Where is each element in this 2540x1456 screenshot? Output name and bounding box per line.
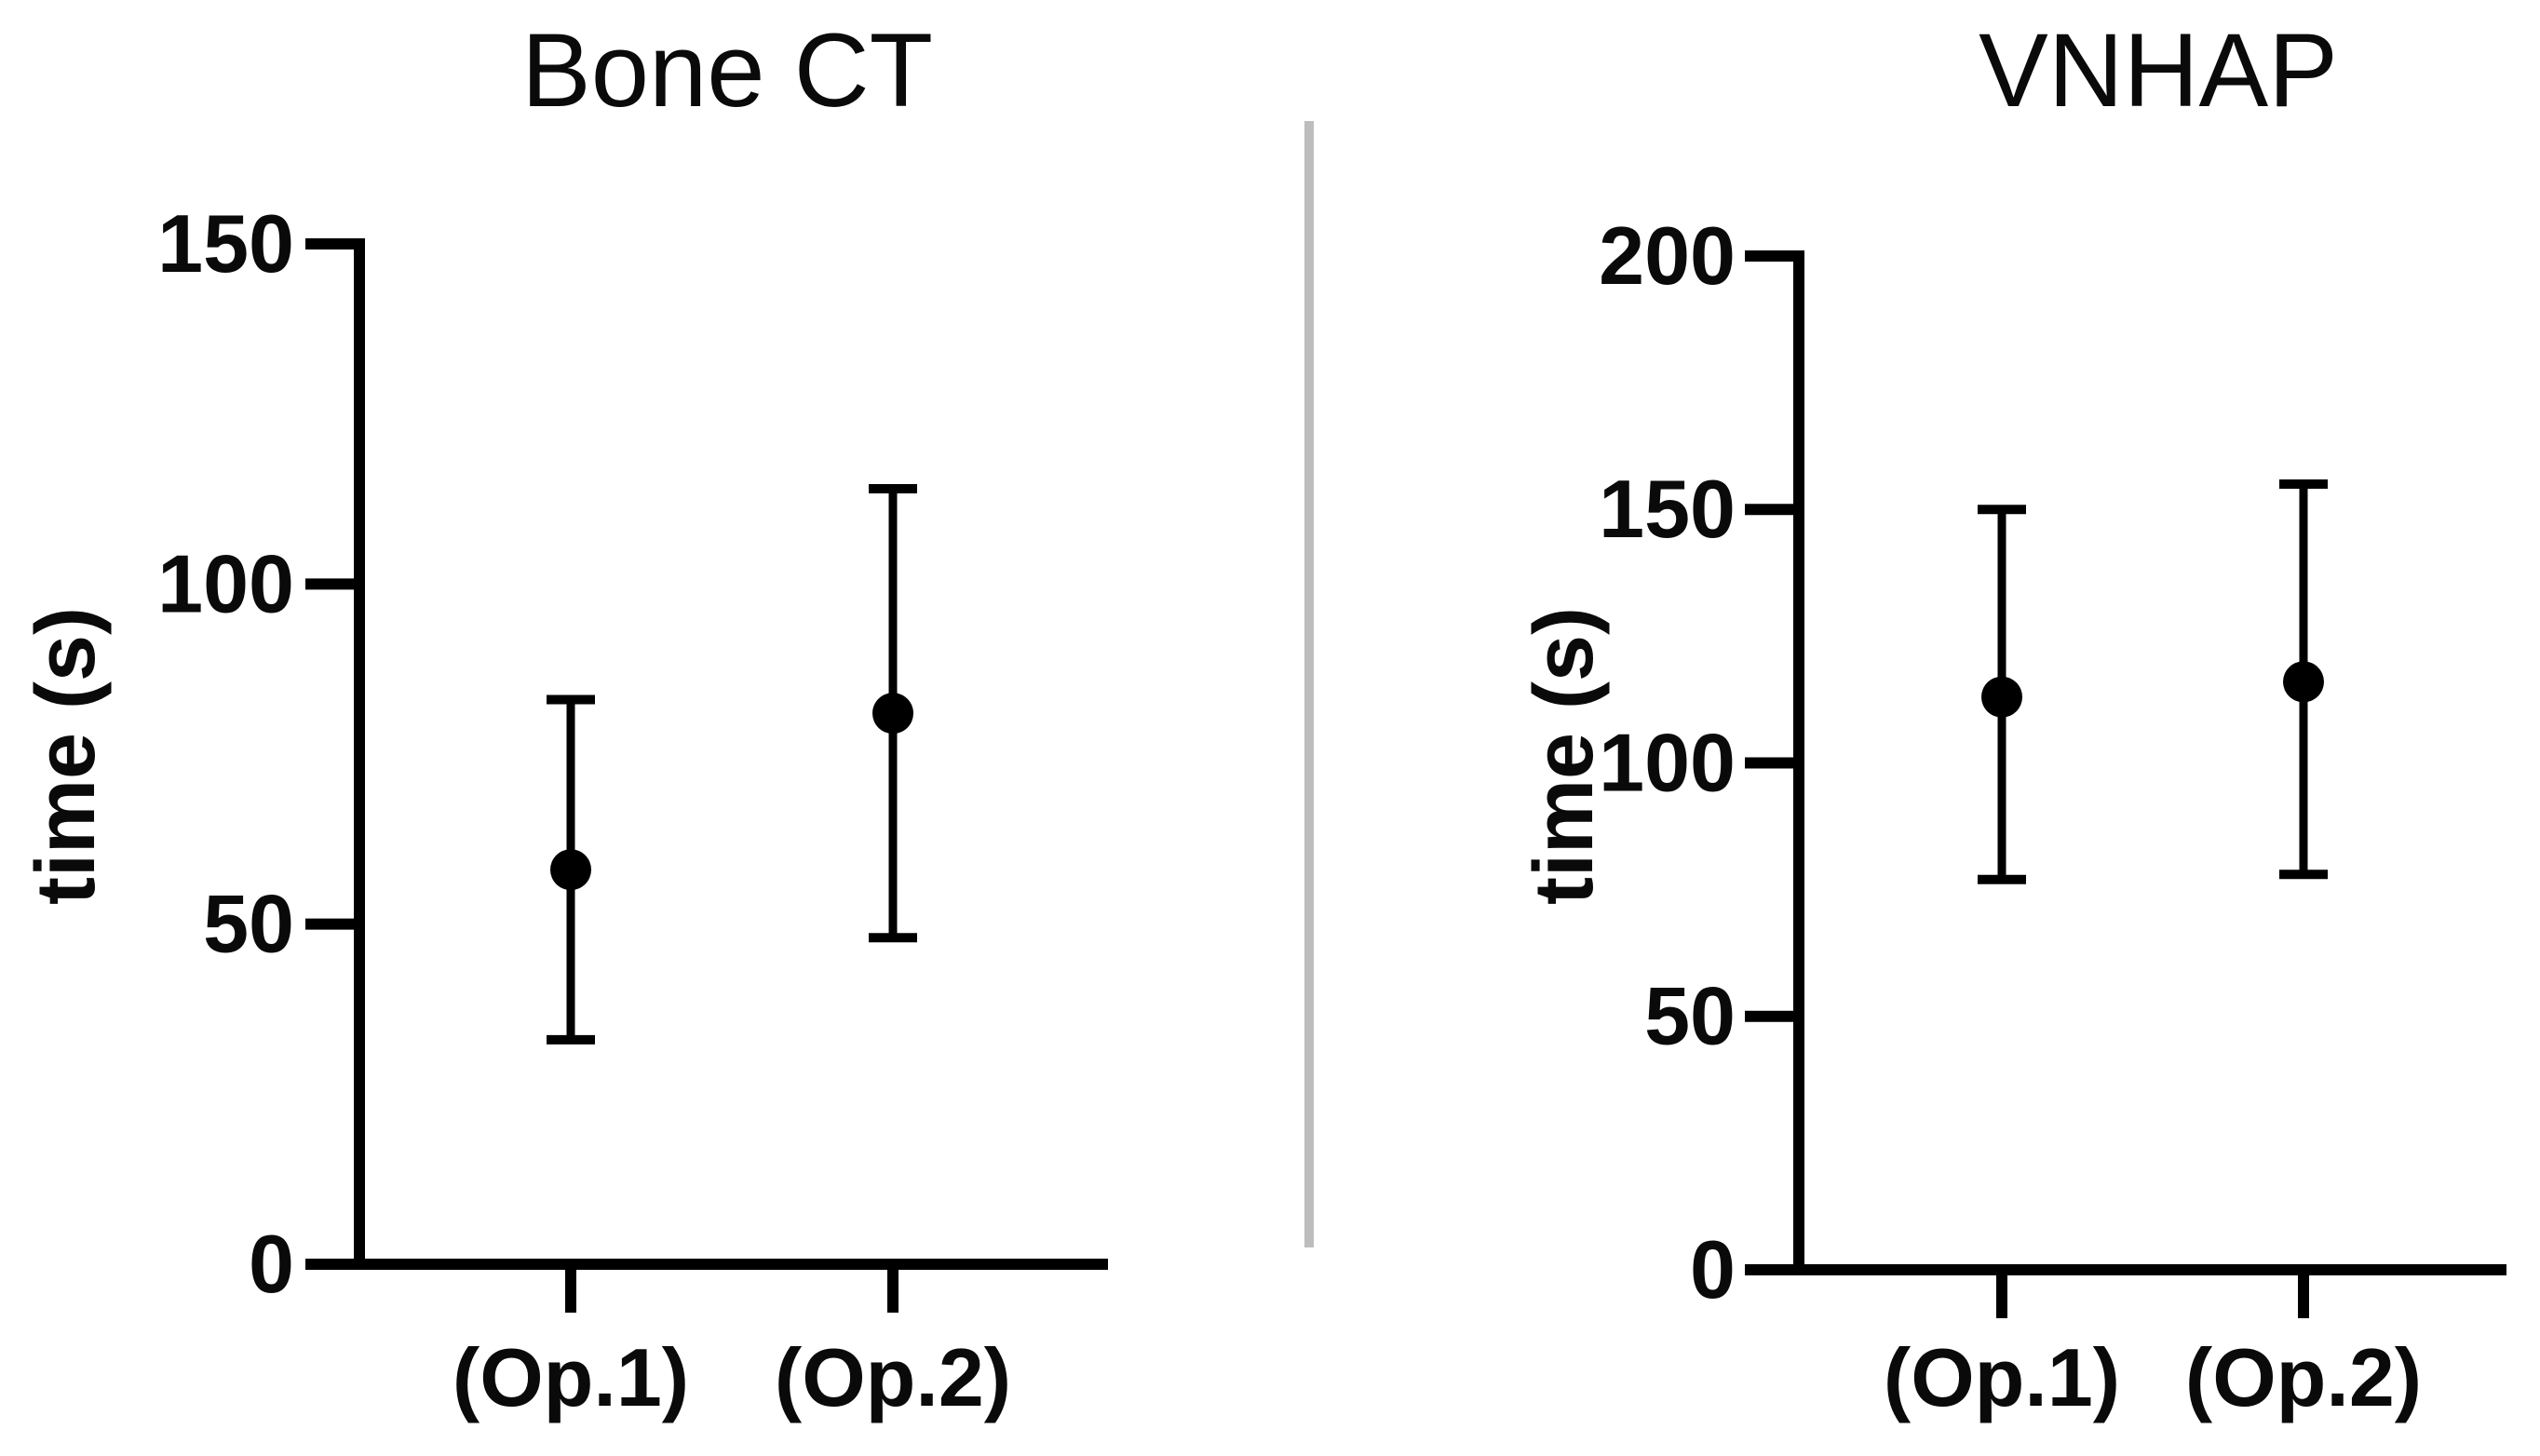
y-tick-label: 50 — [1644, 970, 1736, 1062]
mean-point — [2283, 661, 2324, 703]
chart-panel-vnhap: VNHAP time (s) 0 50 100 150 200 (Op.1) (Op.2) — [1270, 0, 2540, 1456]
y-tick-label: 200 — [1599, 209, 1736, 302]
x-category-label: (Op.1) — [453, 1331, 689, 1423]
y-tick-label: 50 — [203, 878, 294, 970]
x-category-label: (Op.1) — [1884, 1331, 2120, 1423]
bone-ct-plot-svg: 0 50 100 150 (Op.1) (Op.2) — [157, 197, 1108, 1423]
y-tick-label: 150 — [157, 197, 294, 290]
panel-divider-line — [1304, 121, 1314, 1247]
y-tick-label: 0 — [1690, 1223, 1736, 1315]
y-tick-label: 0 — [249, 1218, 294, 1310]
mean-point — [1981, 676, 2022, 718]
chart-title: Bone CT — [521, 12, 933, 128]
y-tick-label: 150 — [1599, 463, 1736, 555]
chart-panel-bone-ct: Bone CT time (s) 0 50 100 150 (Op.1) (Op.2) — [20, 12, 1108, 1423]
y-tick-label: 100 — [157, 537, 294, 629]
x-category-label: (Op.2) — [2185, 1331, 2422, 1423]
mean-point — [550, 849, 591, 891]
x-category-label: (Op.2) — [775, 1331, 1011, 1423]
chart-title: VNHAP — [1979, 12, 2338, 128]
vnhap-plot-svg: 0 50 100 150 200 (Op.1) (Op.2) — [1599, 209, 2506, 1423]
y-tick-label: 100 — [1599, 716, 1736, 808]
mean-point — [872, 693, 913, 735]
